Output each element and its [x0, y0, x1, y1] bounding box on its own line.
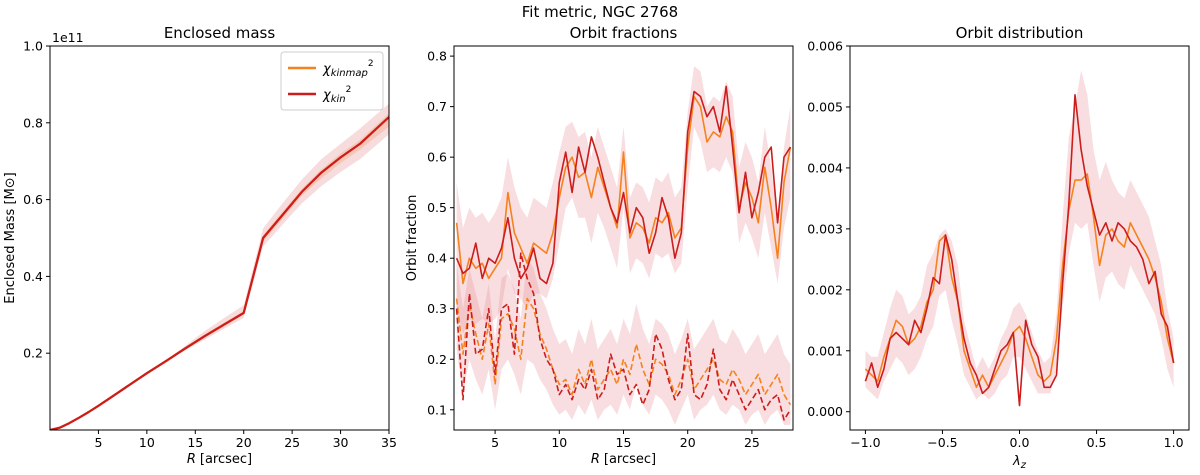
panel-1-xtick-label: 30	[333, 435, 349, 450]
panel-1-xlabel-unit: [arcsec]	[200, 452, 252, 467]
panel-2-ytick-label: 0.8	[427, 49, 447, 64]
panel-2-frame	[453, 45, 794, 431]
panel-2-band-2	[456, 258, 791, 425]
panel-3-xtick-label: −0.5	[927, 435, 957, 450]
panel-1-band-0	[50, 113, 389, 430]
panel-1-xtick-label: 15	[187, 435, 203, 450]
panel-2-ytick-label: 0.6	[427, 150, 447, 165]
panel-3-xtick-label: 0.0	[1010, 435, 1030, 450]
panel-2-ytick-label: 0.7	[427, 99, 447, 114]
panel-3-ytick-label: 0.003	[807, 221, 843, 236]
panel-3-series-line-1	[864, 94, 1175, 407]
panel-2-xtick-label: 10	[551, 435, 567, 450]
panel-2-series-line-3	[455, 252, 792, 421]
panel-2-xlabel-unit: [arcsec]	[604, 452, 656, 467]
panel-1-xtick-label: 35	[381, 435, 397, 450]
figure-title: Fit metric, NGC 2768	[522, 3, 678, 21]
panel-2-xtick-label: 15	[616, 435, 632, 450]
panel-3-xtick-label: 1.0	[1164, 435, 1184, 450]
panel-2-ytick-label: 0.2	[427, 352, 447, 367]
panel-3-ytick-label: 0.006	[807, 39, 843, 54]
panel-2-series-line-2	[455, 297, 792, 406]
panel-1-title: Enclosed mass	[164, 24, 276, 42]
panel-2-ytick-label: 0.4	[427, 251, 447, 266]
panel-1-ytick-label: 1.0	[23, 39, 43, 54]
panel-2-ylabel: Orbit fraction	[405, 195, 420, 282]
panel-3-frame	[849, 45, 1190, 431]
panel-1-xlabel: R [arcsec]	[187, 452, 252, 467]
panel-1-ytick-label: 0.4	[23, 269, 43, 284]
panel-3-title: Orbit distribution	[956, 24, 1084, 42]
panel-1-ytick-label: 0.8	[23, 115, 43, 130]
panel-3-ytick-label: 0.004	[807, 160, 843, 175]
panel-2-ytick-label: 0.1	[427, 402, 447, 417]
panel-enclosed-mass: Enclosed mass 1e11 5 10 15 20 25 30 35 0.2 0.4 0.…	[3, 24, 397, 467]
panel-2-series-line-0	[455, 95, 792, 285]
panel-3-xtick-label: −1.0	[850, 435, 880, 450]
panel-3-xlabel: λz	[1012, 454, 1027, 471]
panel-3-ytick-label: 0.001	[807, 343, 843, 358]
panel-3-band-0	[865, 70, 1174, 400]
panel-1-xtick-label: 5	[94, 435, 102, 450]
panel-3-xtick-label: 0.5	[1087, 435, 1107, 450]
legend-box	[280, 51, 384, 111]
panel-2-xtick-label: 5	[491, 435, 499, 450]
panel-1-xtick-label: 10	[139, 435, 155, 450]
panel-2-xtick-label: 20	[680, 435, 696, 450]
legend-label-kinmap: χkinmap2	[322, 59, 374, 79]
panel-3-ytick-label: 0.002	[807, 282, 843, 297]
panel-1-xtick-label: 20	[236, 435, 252, 450]
panel-2-xtick-label: 25	[744, 435, 760, 450]
panel-2-xlabel-symbol: R	[591, 452, 600, 467]
panel-2-xlabel: R [arcsec]	[591, 452, 656, 467]
panel-2-band-0	[456, 66, 791, 334]
panel-2-title: Orbit fractions	[570, 24, 678, 42]
panel-1-band-1	[50, 103, 389, 430]
panel-3-series-line-0	[864, 173, 1175, 389]
panel-1-frame	[49, 45, 390, 431]
panel-1-ylabel: Enclosed Mass [M⊙]	[3, 172, 18, 303]
panel-1-series-line-1	[50, 116, 389, 430]
panel-orbit-fractions: Orbit fractions 5 10 15 20 25 0.1 0.2 0.3 0.4 0.5…	[405, 24, 794, 467]
panel-1-ytick-label: 0.6	[23, 192, 43, 207]
panel-2-ytick-label: 0.5	[427, 200, 447, 215]
y-offset-label: 1e11	[52, 30, 84, 45]
panel-3-ytick-label: 0.000	[807, 404, 843, 419]
panel-1-ytick-label: 0.2	[23, 346, 43, 361]
panel-2-ytick-label: 0.3	[427, 301, 447, 316]
panel-orbit-distribution: Orbit distribution −1.0 −0.5 0.0 0.5 1.0 0.00…	[807, 24, 1190, 471]
panel-2-series-line-1	[455, 85, 792, 285]
legend-label-kin: χkin2	[322, 85, 351, 105]
panel-1-xlabel-symbol: R	[187, 452, 196, 467]
panel-3-ytick-label: 0.005	[807, 99, 843, 114]
panel-1-xtick-label: 25	[284, 435, 300, 450]
legend: χkinmap2 χkin2	[280, 51, 384, 111]
